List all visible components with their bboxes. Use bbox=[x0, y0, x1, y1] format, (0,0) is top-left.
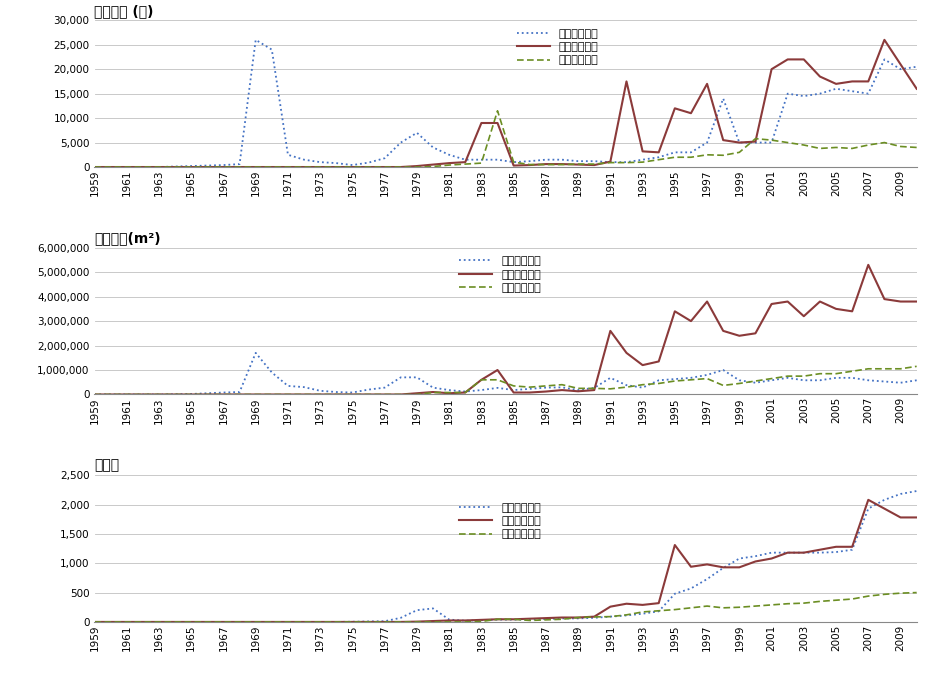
자연보전권역 bbox=[910, 143, 921, 151]
Legend: 과밀억제권역, 성장관리권역, 자연보전권역: 과밀억제권역, 성장관리권역, 자연보전권역 bbox=[516, 29, 598, 66]
과밀억제권역 bbox=[475, 616, 486, 624]
과밀억제권역 bbox=[910, 63, 921, 71]
과밀억제권역 bbox=[250, 349, 261, 357]
과밀억제권역 bbox=[588, 614, 599, 622]
Line: 자연보전권역: 자연보전권역 bbox=[94, 593, 916, 622]
과밀억제권역 bbox=[910, 487, 921, 495]
성장관리권역 bbox=[153, 618, 164, 626]
성장관리권역 bbox=[475, 376, 486, 384]
자연보전권역 bbox=[89, 618, 100, 626]
과밀억제권역 bbox=[491, 384, 502, 392]
자연보전권역 bbox=[89, 163, 100, 171]
과밀억제권역 bbox=[379, 617, 390, 625]
성장관리권역 bbox=[379, 163, 390, 171]
성장관리권역 bbox=[862, 496, 873, 504]
자연보전권역 bbox=[379, 618, 390, 626]
자연보전권역 bbox=[588, 384, 599, 392]
과밀억제권역 bbox=[636, 383, 648, 391]
Line: 자연보전권역: 자연보전권역 bbox=[94, 111, 916, 167]
과밀억제권역 bbox=[89, 618, 100, 626]
Text: 부지면적(m²): 부지면적(m²) bbox=[94, 231, 161, 245]
성장관리권역 bbox=[475, 616, 486, 624]
자연보전권역 bbox=[862, 141, 873, 149]
과밀억제권역 bbox=[620, 611, 632, 619]
과밀억제권역 bbox=[910, 377, 921, 385]
자연보전권역 bbox=[491, 107, 502, 115]
자연보전권역 bbox=[620, 383, 632, 391]
자연보전권역 bbox=[604, 159, 615, 167]
Line: 과밀억제권역: 과밀억제권역 bbox=[94, 353, 916, 395]
Line: 성장관리권역: 성장관리권역 bbox=[94, 40, 916, 167]
Text: 공장수: 공장수 bbox=[94, 458, 120, 473]
과밀억제권역 bbox=[636, 155, 648, 164]
과밀억제권역 bbox=[604, 374, 615, 382]
성장관리권역 bbox=[153, 391, 164, 399]
Line: 성장관리권역: 성장관리권역 bbox=[94, 265, 916, 395]
성장관리권역 bbox=[620, 349, 632, 357]
과밀억제권역 bbox=[153, 618, 164, 626]
자연보전권역 bbox=[153, 618, 164, 626]
자연보전권역 bbox=[89, 391, 100, 399]
성장관리권역 bbox=[846, 77, 857, 85]
자연보전권역 bbox=[846, 595, 857, 603]
자연보전권역 bbox=[475, 376, 486, 384]
성장관리권역 bbox=[379, 618, 390, 626]
과밀억제권역 bbox=[395, 139, 406, 147]
과밀억제권역 bbox=[604, 158, 615, 166]
성장관리권역 bbox=[89, 391, 100, 399]
자연보전권역 bbox=[153, 391, 164, 399]
과밀억제권역 bbox=[862, 377, 873, 385]
Legend: 과밀억제권역, 성장관리권역, 자연보전권역: 과밀억제권역, 성장관리권역, 자연보전권역 bbox=[459, 256, 541, 293]
성장관리권역 bbox=[862, 261, 873, 269]
성장관리권역 bbox=[379, 391, 390, 399]
Line: 자연보전권역: 자연보전권역 bbox=[94, 366, 916, 395]
자연보전권역 bbox=[910, 362, 921, 370]
성장관리권역 bbox=[620, 77, 632, 85]
성장관리권역 bbox=[153, 163, 164, 171]
Line: 과밀억제권역: 과밀억제권역 bbox=[94, 491, 916, 622]
성장관리권역 bbox=[89, 618, 100, 626]
성장관리권역 bbox=[910, 297, 921, 306]
성장관리권역 bbox=[910, 513, 921, 521]
성장관리권역 bbox=[878, 36, 889, 44]
성장관리권역 bbox=[588, 612, 599, 621]
자연보전권역 bbox=[475, 617, 486, 625]
Line: 과밀억제권역: 과밀억제권역 bbox=[94, 40, 916, 167]
과밀억제권역 bbox=[846, 546, 857, 554]
자연보전권역 bbox=[620, 611, 632, 619]
성장관리권역 bbox=[89, 163, 100, 171]
자연보전권역 bbox=[910, 589, 921, 597]
과밀억제권역 bbox=[395, 373, 406, 381]
Line: 성장관리권역: 성장관리권역 bbox=[94, 500, 916, 622]
자연보전권역 bbox=[475, 159, 486, 167]
Text: 근로자수 (명): 근로자수 (명) bbox=[94, 4, 154, 18]
성장관리권역 bbox=[846, 308, 857, 316]
자연보전권역 bbox=[588, 613, 599, 621]
성장관리권역 bbox=[588, 161, 599, 169]
과밀억제권역 bbox=[153, 391, 164, 399]
성장관리권역 bbox=[620, 600, 632, 608]
과밀억제권역 bbox=[89, 391, 100, 399]
과밀억제권역 bbox=[89, 163, 100, 171]
자연보전권역 bbox=[153, 163, 164, 171]
자연보전권역 bbox=[846, 367, 857, 375]
자연보전권역 bbox=[636, 158, 648, 166]
성장관리권역 bbox=[910, 84, 921, 93]
과밀억제권역 bbox=[862, 90, 873, 98]
자연보전권역 bbox=[379, 163, 390, 171]
Legend: 과밀억제권역, 성장관리권역, 자연보전권역: 과밀억제권역, 성장관리권역, 자연보전권역 bbox=[459, 503, 541, 539]
과밀억제권역 bbox=[250, 36, 261, 44]
성장관리권역 bbox=[475, 119, 486, 127]
과밀억제권역 bbox=[491, 155, 502, 164]
성장관리권역 bbox=[588, 386, 599, 394]
자연보전권역 bbox=[379, 391, 390, 399]
성장관리권역 bbox=[846, 543, 857, 551]
과밀억제권역 bbox=[153, 163, 164, 171]
